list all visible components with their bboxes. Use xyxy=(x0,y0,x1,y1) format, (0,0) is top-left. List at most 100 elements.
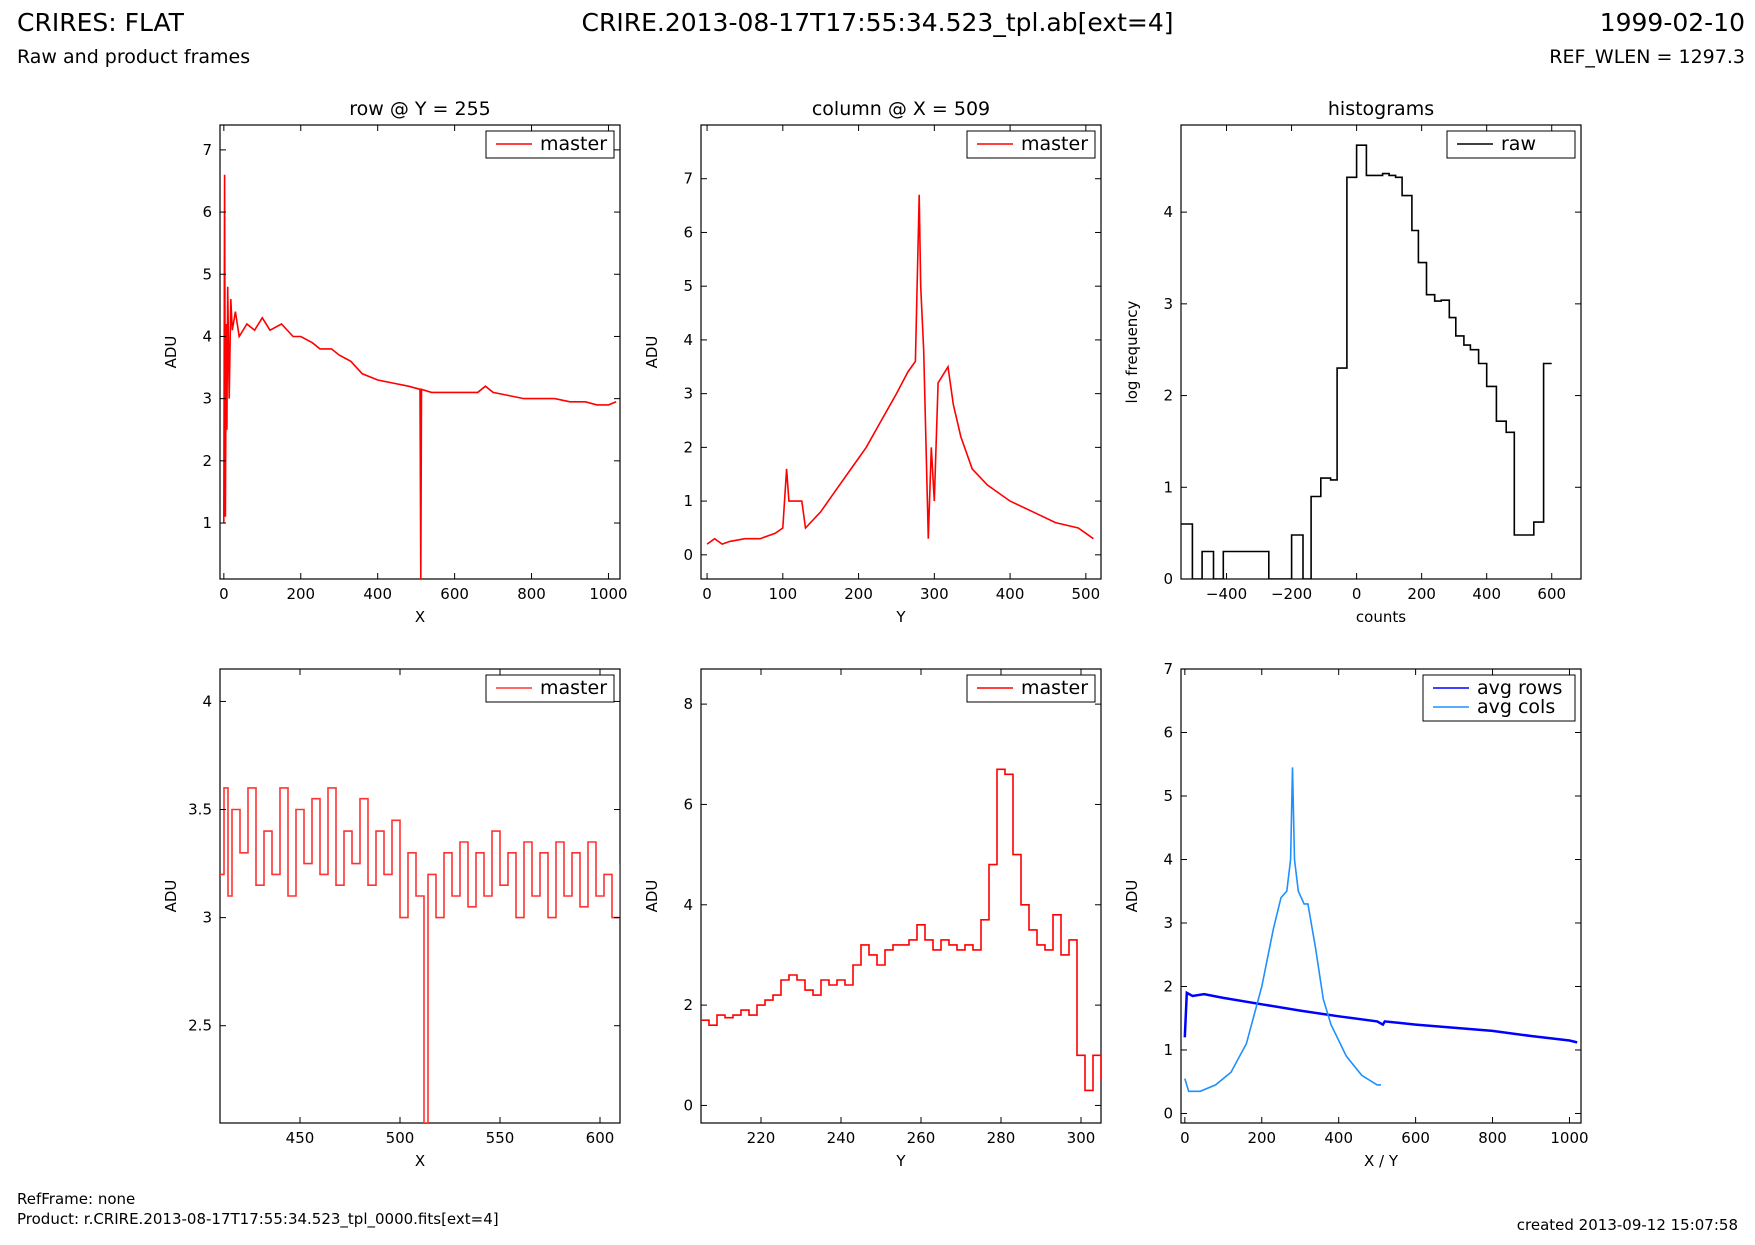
x-tick-label: 200 xyxy=(286,585,315,603)
x-axis-label: counts xyxy=(1356,608,1406,626)
x-tick-label: 200 xyxy=(1407,585,1436,603)
y-tick-label: 5 xyxy=(683,277,693,295)
y-tick-label: 7 xyxy=(1163,660,1173,678)
x-tick-label: 400 xyxy=(1324,1129,1353,1147)
x-tick-label: 260 xyxy=(907,1129,936,1147)
chart-title: histograms xyxy=(1328,98,1434,120)
series-line-master xyxy=(701,768,1101,1092)
legend: master xyxy=(485,674,615,703)
y-tick-label: 6 xyxy=(683,223,693,241)
title-right: 1999-02-10 xyxy=(1599,8,1745,37)
y-tick-label: 8 xyxy=(683,695,693,713)
legend-label: master xyxy=(1021,677,1088,699)
legend-label: master xyxy=(1021,133,1088,155)
y-tick-label: 0 xyxy=(683,1096,693,1114)
y-axis-label: ADU xyxy=(1123,880,1141,913)
x-tick-label: 200 xyxy=(844,585,873,603)
y-axis-label: ADU xyxy=(162,880,180,913)
y-tick-label: 7 xyxy=(683,170,693,188)
x-tick-label: 0 xyxy=(1180,1129,1190,1147)
y-tick-label: 4 xyxy=(683,331,693,349)
y-axis-label: log frequency xyxy=(1123,300,1141,403)
x-tick-label: 450 xyxy=(286,1129,315,1147)
legend-label: avg cols xyxy=(1477,696,1555,718)
x-tick-label: 600 xyxy=(440,585,469,603)
footer-created: created 2013-09-12 15:07:58 xyxy=(1516,1216,1738,1234)
legend-box xyxy=(485,130,615,159)
y-tick-label: 4 xyxy=(202,327,212,345)
legend-box xyxy=(1422,674,1576,722)
y-tick-label: 7 xyxy=(202,141,212,159)
chart-averages: 0 200 400 600 800 1000 0 1 2 3 4 5 6 7 X / Y ADU avg row… xyxy=(1123,660,1589,1170)
y-tick-label: 3.5 xyxy=(188,801,212,819)
legend-label: avg rows xyxy=(1477,677,1562,699)
x-tick-label: 500 xyxy=(386,1129,415,1147)
x-tick-label: 600 xyxy=(586,1129,615,1147)
legend: master xyxy=(966,130,1096,159)
chart-column: 0 100 200 300 400 500 0 1 2 3 4 5 6 7 column @ X = 509… xyxy=(643,98,1102,626)
x-tick-label: 800 xyxy=(1478,1129,1507,1147)
y-tick-label: 3 xyxy=(202,909,212,927)
y-tick-label: 4 xyxy=(1163,850,1173,868)
y-tick-label: 2 xyxy=(202,452,212,470)
y-axis-label: ADU xyxy=(643,880,661,913)
plot-frame xyxy=(700,124,1102,580)
y-tick-label: 2 xyxy=(683,438,693,456)
x-axis-label: Y xyxy=(895,608,906,626)
y-tick-label: 4 xyxy=(1163,203,1173,221)
chart-row: 0 200 400 600 800 1000 1 2 3 4 5 6 7 row @ Y = 255 X AD… xyxy=(162,98,628,626)
legend: master xyxy=(966,674,1096,703)
x-tick-label: 300 xyxy=(1067,1129,1096,1147)
y-tick-label: 4 xyxy=(202,692,212,710)
x-tick-label: 220 xyxy=(747,1129,776,1147)
plot-frame xyxy=(1180,668,1582,1124)
plot-frame xyxy=(1180,124,1582,580)
y-tick-label: 1 xyxy=(1163,1041,1173,1059)
legend-label: raw xyxy=(1501,133,1536,155)
y-tick-label: 6 xyxy=(683,795,693,813)
x-tick-label: 0 xyxy=(702,585,712,603)
y-tick-label: 3 xyxy=(202,390,212,408)
y-tick-label: 1 xyxy=(202,514,212,532)
y-tick-label: 0 xyxy=(1163,570,1173,588)
series-line-master xyxy=(706,194,1094,545)
legend-label: master xyxy=(540,677,607,699)
x-tick-label: 600 xyxy=(1401,1129,1430,1147)
x-tick-label: 100 xyxy=(768,585,797,603)
x-tick-label: 800 xyxy=(517,585,546,603)
chart-title: row @ Y = 255 xyxy=(349,98,491,120)
series-line-avg-rows xyxy=(1183,990,1578,1044)
x-tick-label: 0 xyxy=(219,585,229,603)
chart-histograms: −400 −200 0 200 400 600 0 1 2 3 4 histograms counts l… xyxy=(1123,98,1582,626)
x-tick-label: 0 xyxy=(1352,585,1362,603)
x-axis-label: X / Y xyxy=(1364,1152,1399,1170)
x-tick-label: 280 xyxy=(987,1129,1016,1147)
footer-ref-frame: RefFrame: none xyxy=(17,1190,136,1208)
subtitle-right: REF_WLEN = 1297.3 xyxy=(1549,46,1745,68)
y-tick-label: 1 xyxy=(683,492,693,510)
series-line-master xyxy=(220,787,620,1123)
legend-label: master xyxy=(540,133,607,155)
chart-title: column @ X = 509 xyxy=(812,98,990,120)
x-tick-label: 400 xyxy=(363,585,392,603)
subtitle-left: Raw and product frames xyxy=(17,46,251,68)
y-tick-label: 2.5 xyxy=(188,1017,212,1035)
y-tick-label: 2 xyxy=(1163,387,1173,405)
x-tick-label: 500 xyxy=(1072,585,1101,603)
x-tick-label: 240 xyxy=(827,1129,856,1147)
x-tick-label: 1000 xyxy=(1550,1129,1588,1147)
chart-column-zoom: 220 240 260 280 300 0 2 4 6 8 Y ADU master xyxy=(643,668,1102,1170)
y-axis-label: ADU xyxy=(162,336,180,369)
y-tick-label: 4 xyxy=(683,896,693,914)
y-tick-label: 0 xyxy=(1163,1104,1173,1122)
x-tick-label: 200 xyxy=(1247,1129,1276,1147)
x-axis-label: X xyxy=(415,1152,425,1170)
x-tick-label: −200 xyxy=(1271,585,1312,603)
y-tick-label: 1 xyxy=(1163,478,1173,496)
x-axis-label: X xyxy=(415,608,425,626)
y-tick-label: 6 xyxy=(1163,723,1173,741)
y-tick-label: 2 xyxy=(1163,977,1173,995)
y-tick-label: 5 xyxy=(202,265,212,283)
